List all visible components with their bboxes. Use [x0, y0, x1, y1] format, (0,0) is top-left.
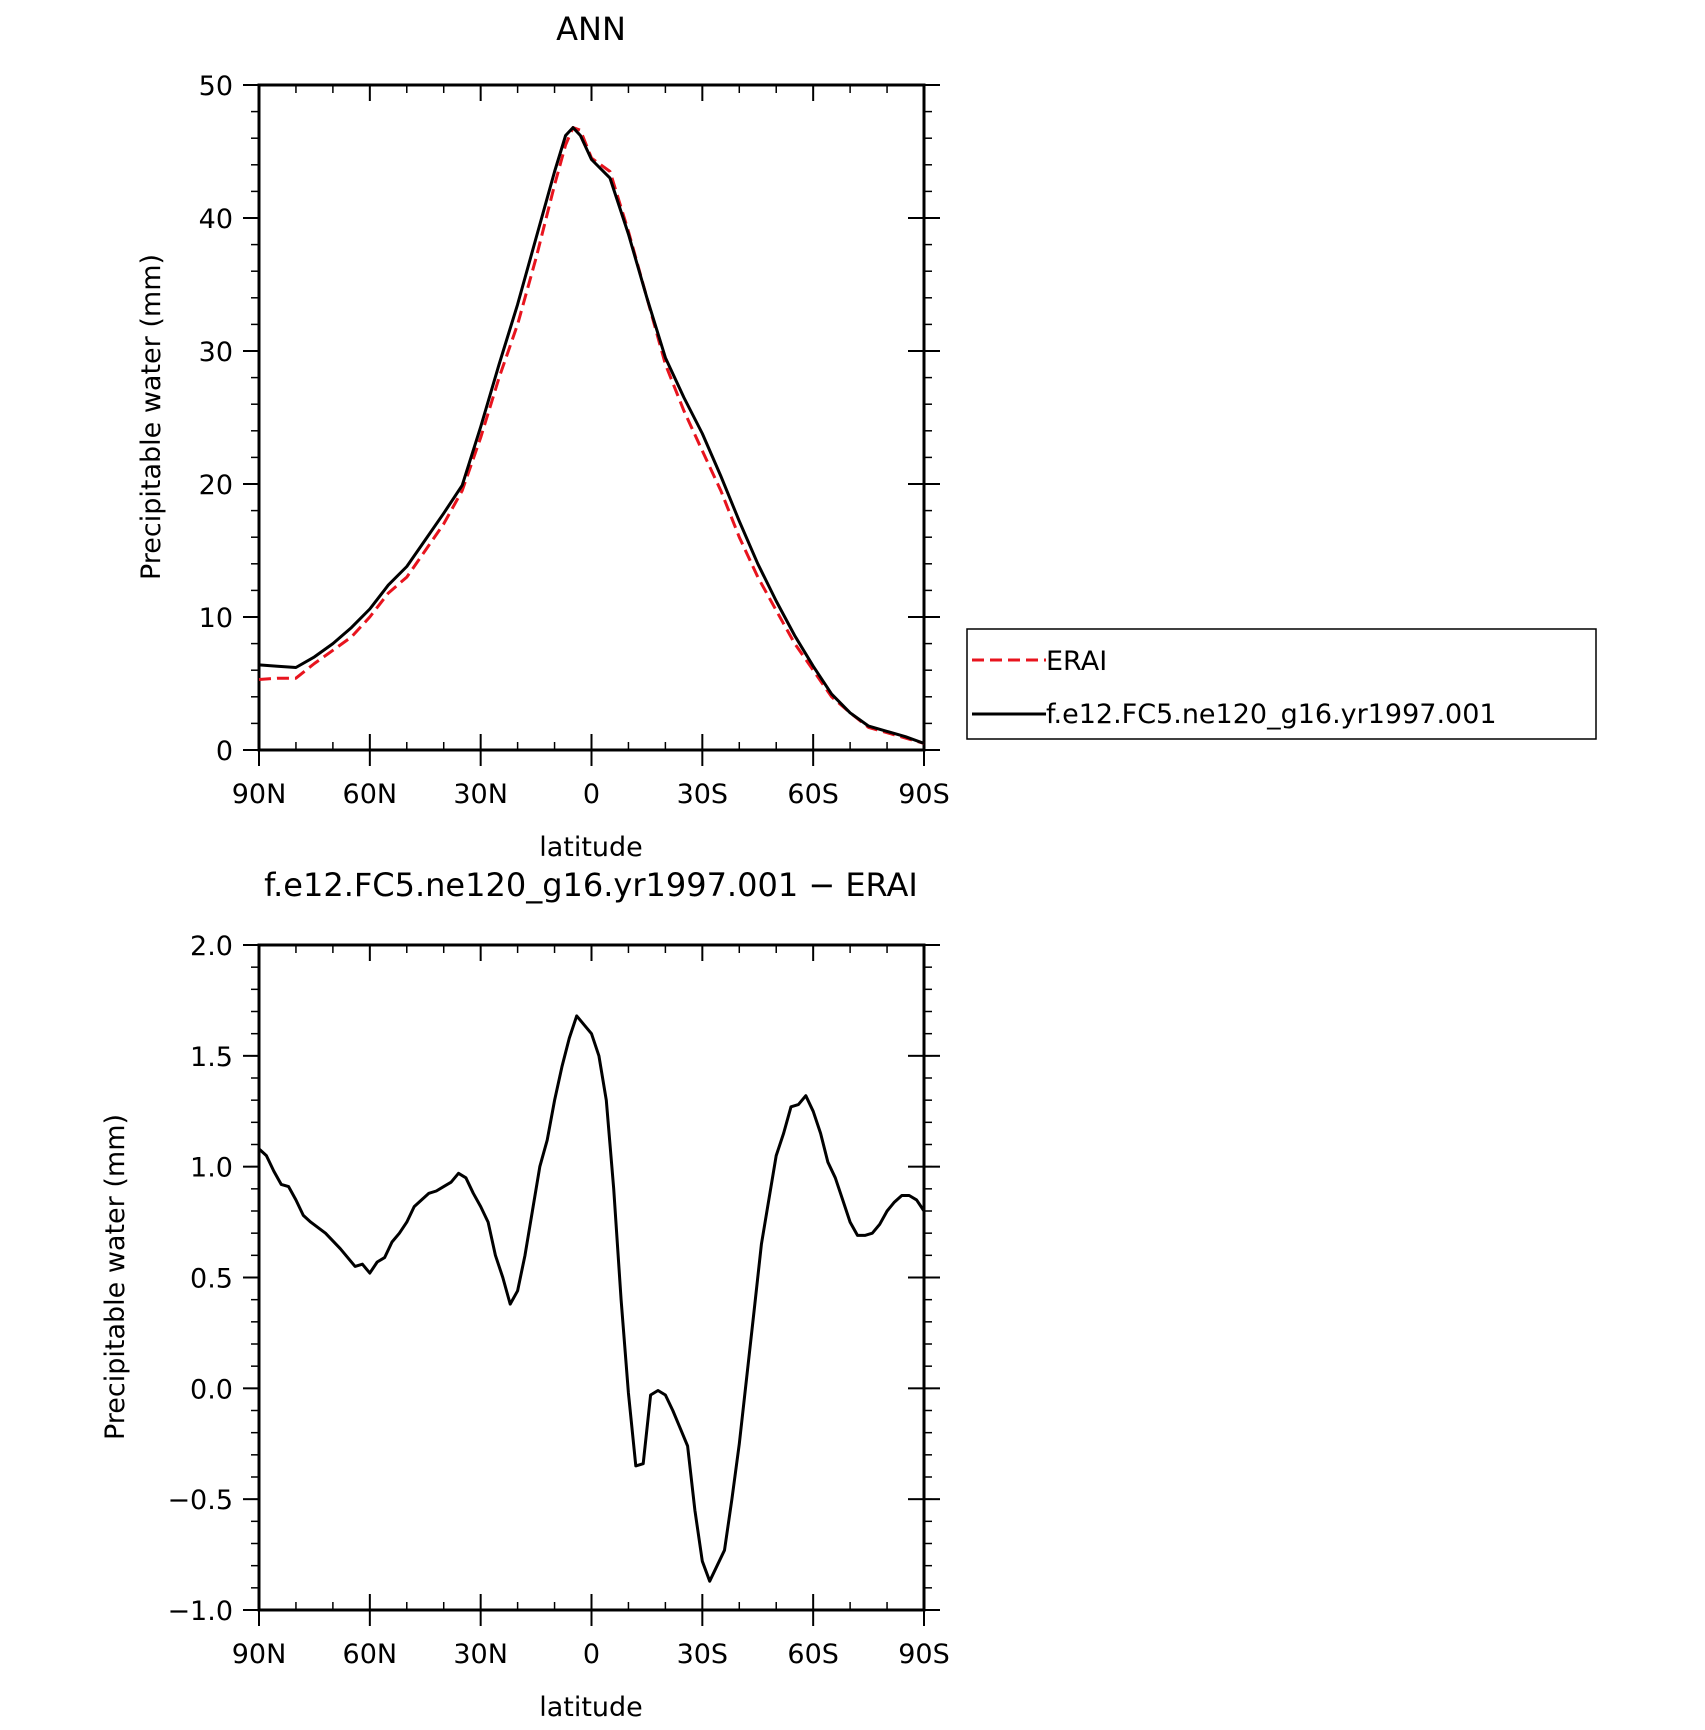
bottom-chart-x-axis-label: latitude [539, 1692, 643, 1723]
bottom-chart-series [257, 1014, 926, 1583]
bottom-chart-y-tick-label-4: 1.0 [190, 1153, 233, 1184]
legend-model-label: f.e12.FC5.ne120_g16.yr1997.001 [1046, 699, 1497, 730]
top-chart-y-tick-label-3: 30 [199, 337, 233, 368]
bottom-chart-ticks: 90N 60N 30N 0 30S 60S 90S −1.0 −0.5 0.0 0.5 1.0 1.5 2… [167, 931, 949, 1670]
bottom-chart-y-tick-label-5: 1.5 [190, 1042, 233, 1073]
bottom-chart-x-tick-label-6: 90S [898, 1639, 950, 1670]
top-chart-y-tick-label-2: 20 [199, 470, 233, 501]
bottom-chart-x-tick-label-2: 30N [453, 1639, 508, 1670]
bottom-chart-panel: f.e12.FC5.ne120_g16.yr1997.001 − ERAI 90… [100, 866, 950, 1723]
top-chart-y-tick-label-1: 10 [199, 603, 233, 634]
top-chart-y-tick-label-4: 40 [199, 204, 233, 235]
top-chart-x-tick-label-2: 30N [453, 779, 508, 810]
bottom-chart-plot-frame [257, 943, 926, 1612]
bottom-chart-y-tick-label-3: 0.5 [190, 1264, 233, 1295]
legend: ERAI f.e12.FC5.ne120_g16.yr1997.001 [966, 628, 1597, 740]
legend-box [966, 628, 1597, 740]
top-chart-ticks: 90N 60N 30N 0 30S 60S 90S 0 10 20 30 40 50 [199, 71, 950, 810]
bottom-chart-x-tick-label-1: 60N [343, 1639, 398, 1670]
bottom-chart-y-tick-label-0: −1.0 [167, 1596, 233, 1627]
bottom-chart-title: f.e12.FC5.ne120_g16.yr1997.001 − ERAI [264, 866, 918, 904]
top-chart-x-axis-label: latitude [539, 832, 643, 863]
bottom-chart-series-line-0 [257, 1014, 926, 1583]
bottom-chart-x-tick-label-3: 0 [583, 1639, 600, 1670]
top-chart-x-tick-label-5: 60S [787, 779, 839, 810]
top-chart-series [258, 126, 925, 745]
top-chart-x-tick-label-4: 30S [677, 779, 729, 810]
bottom-chart-y-tick-label-1: −0.5 [167, 1485, 233, 1516]
top-chart-y-tick-label-0: 0 [216, 736, 233, 767]
top-chart-series-line-0 [258, 126, 925, 745]
top-chart-panel: ANN 90N 60N 30N 0 30S 60S 90S 0 10 20 30 40 50 latit… [136, 10, 950, 863]
bottom-chart-x-tick-label-4: 30S [677, 1639, 729, 1670]
bottom-chart-y-tick-label-6: 2.0 [190, 931, 233, 962]
bottom-chart-x-tick-label-5: 60S [787, 1639, 839, 1670]
top-chart-plot-frame [257, 83, 926, 752]
top-chart-x-tick-label-3: 0 [583, 779, 600, 810]
bottom-chart-x-tick-label-0: 90N [232, 1639, 287, 1670]
top-chart-x-tick-label-1: 60N [343, 779, 398, 810]
top-chart-series-line-1 [258, 126, 925, 745]
top-chart-title: ANN [556, 10, 626, 48]
legend-erai-label: ERAI [1046, 646, 1107, 677]
top-chart-x-tick-label-6: 90S [898, 779, 950, 810]
top-chart-y-axis-label: Precipitable water (mm) [136, 254, 167, 580]
top-chart-x-tick-label-0: 90N [232, 779, 287, 810]
bottom-chart-y-axis-label: Precipitable water (mm) [100, 1114, 131, 1440]
bottom-chart-y-tick-label-2: 0.0 [190, 1374, 233, 1405]
top-chart-y-tick-label-5: 50 [199, 71, 233, 102]
